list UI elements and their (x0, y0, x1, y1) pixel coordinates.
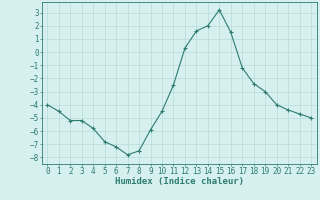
X-axis label: Humidex (Indice chaleur): Humidex (Indice chaleur) (115, 177, 244, 186)
